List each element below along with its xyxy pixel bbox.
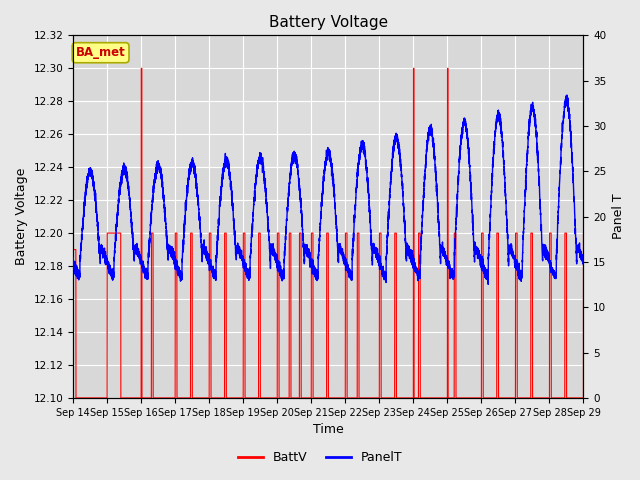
- Legend: BattV, PanelT: BattV, PanelT: [232, 446, 408, 469]
- Bar: [73, 101, 584, 167]
- Y-axis label: Panel T: Panel T: [612, 194, 625, 240]
- Text: BA_met: BA_met: [76, 46, 125, 59]
- X-axis label: Time: Time: [313, 423, 344, 436]
- Y-axis label: Battery Voltage: Battery Voltage: [15, 168, 28, 265]
- Title: Battery Voltage: Battery Voltage: [269, 15, 388, 30]
